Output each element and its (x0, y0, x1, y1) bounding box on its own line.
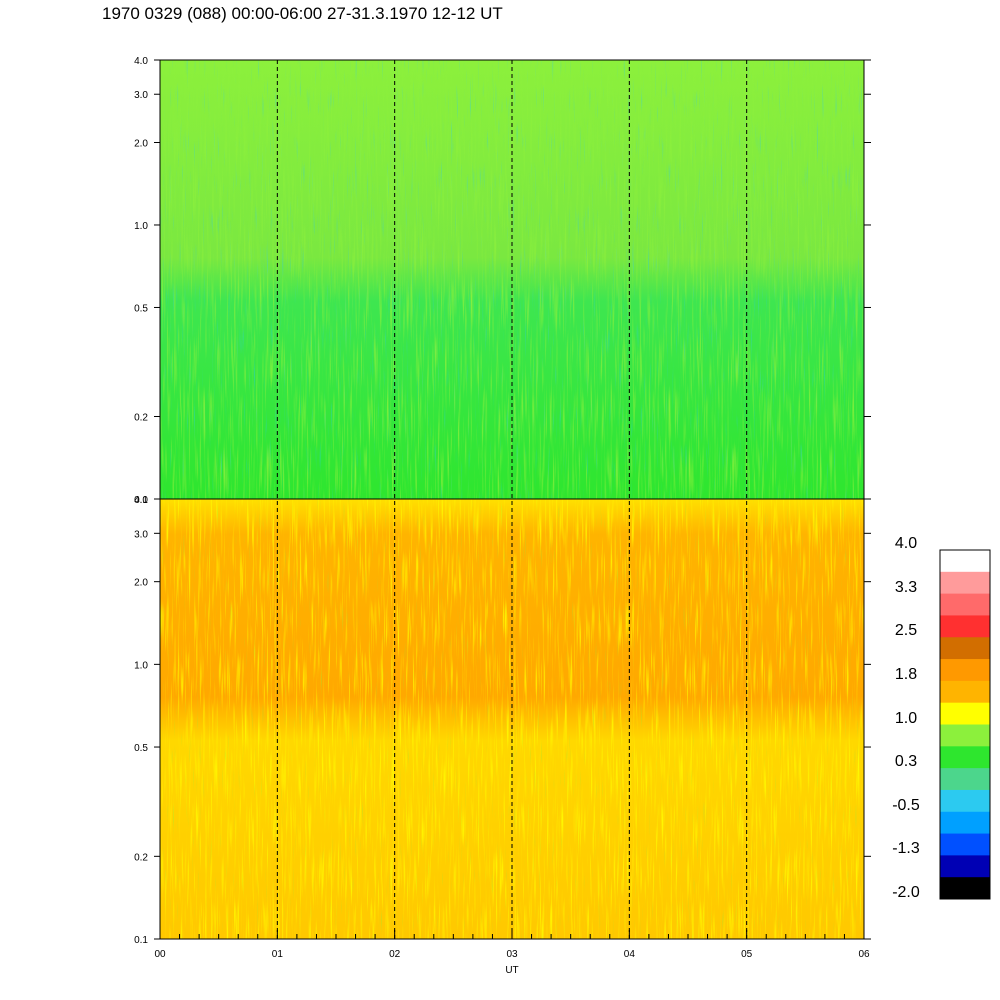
x-tick-label-5: 05 (741, 949, 753, 960)
x-tick-label-6: 06 (858, 949, 870, 960)
lower-y-tick-label-0: 0.1 (134, 935, 148, 946)
colorbar-swatch-2 (940, 593, 990, 616)
x-tick-label-3: 03 (506, 949, 518, 960)
lower-y-tick-label-3: 1.0 (134, 660, 148, 671)
colorbar-labels: 4.0 3.3 2.5 1.8 1.0 0.3 -0.5 -1.3 -2.0 (880, 0, 940, 1000)
colorbar-swatch-12 (940, 811, 990, 835)
lower-y-tick-label-2: 0.5 (134, 743, 148, 754)
x-axis-label: UT (505, 965, 518, 976)
colorbar-label-1: 3.3 (894, 578, 918, 596)
upper-y-tick-label-3: 1.0 (134, 221, 148, 232)
lower-y-tick-label-4: 2.0 (134, 578, 148, 589)
colorbar-label-0: 4.0 (894, 535, 918, 552)
colorbar-swatch-15 (940, 877, 990, 900)
colorbar-swatch-14 (940, 855, 990, 878)
lower-y-tick-label-5: 3.0 (134, 529, 148, 540)
upper-y-tick-label-1: 0.2 (134, 413, 148, 424)
colorbar-label-4: 1.0 (894, 709, 918, 727)
colorbar-swatch-0 (940, 550, 990, 573)
colorbar-label-8: -2.0 (892, 884, 920, 901)
colorbar-swatch-5 (940, 659, 990, 682)
colorbar-swatch-11 (940, 789, 990, 813)
upper-y-tick-label-6: 4.0 (134, 56, 148, 67)
colorbar-swatch-3 (940, 615, 990, 638)
lower-y-tick-label-1: 0.2 (134, 852, 148, 863)
x-tick-label-0: 00 (154, 949, 166, 960)
upper-y-tick-label-2: 0.5 (134, 303, 148, 314)
colorbar-swatch-9 (940, 746, 990, 769)
colorbar-label-2: 2.5 (894, 622, 918, 640)
colorbar-swatch-8 (940, 724, 990, 747)
colorbar-swatch-10 (940, 768, 990, 791)
colorbar-label-7: -1.3 (892, 840, 920, 858)
x-axis: 00 01 02 03 04 05 06 (154, 930, 870, 960)
colorbar-swatch-13 (940, 833, 990, 856)
lower-y-tick-label-6: 4.0 (134, 495, 148, 506)
colorbar-swatch-7 (940, 702, 990, 725)
upper-y-tick-label-5: 3.0 (134, 90, 148, 101)
colorbar-swatch-6 (940, 680, 990, 704)
upper-y-tick-label-4: 2.0 (134, 138, 148, 149)
x-tick-label-4: 04 (624, 949, 636, 960)
colorbar-label-6: -0.5 (892, 796, 920, 814)
x-tick-label-2: 02 (389, 949, 401, 960)
colorbar-swatch-1 (940, 571, 990, 595)
colorbar-label-3: 1.8 (894, 665, 918, 683)
x-tick-label-1: 01 (272, 949, 284, 960)
colorbar (939, 549, 991, 900)
upper-y-tick-label-0: 0.1 (134, 495, 148, 506)
colorbar-frame (939, 549, 991, 900)
lower-y-axis: 0.1 0.2 0.5 1.0 2.0 3.0 4.0 (134, 495, 871, 946)
colorbar-label-5: 0.3 (894, 753, 918, 771)
chart-title: 1970 0329 (088) 00:00-06:00 27-31.3.1970… (102, 4, 503, 23)
colorbar-swatch-4 (940, 637, 990, 660)
